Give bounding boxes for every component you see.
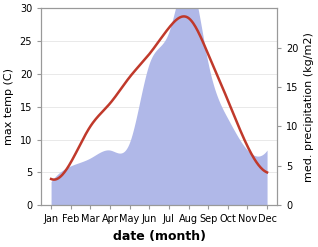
X-axis label: date (month): date (month) xyxy=(113,230,205,243)
Y-axis label: max temp (C): max temp (C) xyxy=(4,68,14,145)
Y-axis label: med. precipitation (kg/m2): med. precipitation (kg/m2) xyxy=(304,32,314,182)
